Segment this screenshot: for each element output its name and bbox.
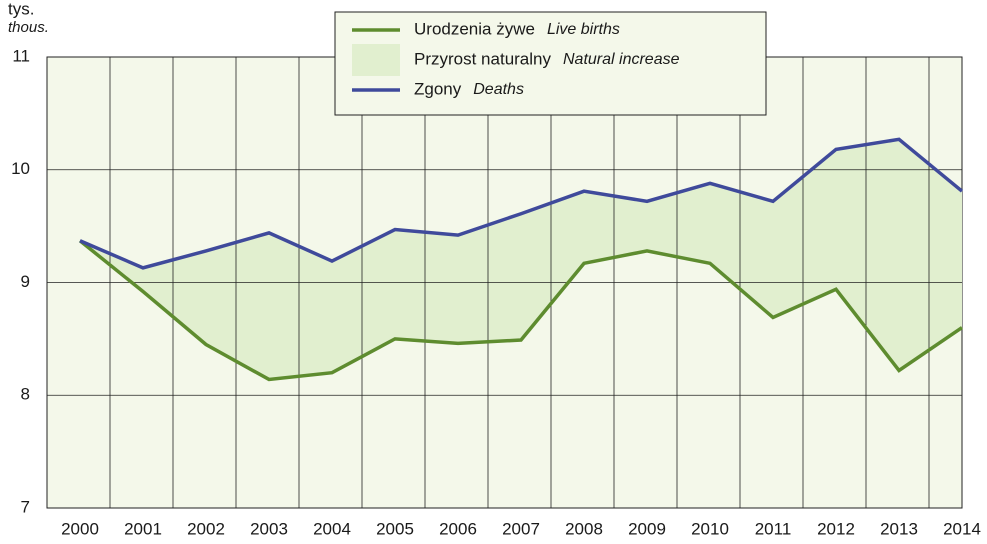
x-tick-label: 2010 xyxy=(691,519,729,538)
y-tick-label: 8 xyxy=(21,385,30,404)
x-tick-label: 2001 xyxy=(124,519,162,538)
x-tick-label: 2007 xyxy=(502,519,540,538)
natural-increase-area xyxy=(80,139,962,380)
y-axis-label-en: thous. xyxy=(8,19,49,36)
legend-label-en: Natural increase xyxy=(563,51,680,68)
legend-label-en: Deaths xyxy=(473,81,524,98)
y-tick-label: 7 xyxy=(21,497,30,516)
x-tick-label: 2002 xyxy=(187,519,225,538)
y-axis-label: tys. xyxy=(8,0,34,18)
x-tick-label: 2006 xyxy=(439,519,477,538)
legend-label: Zgony xyxy=(414,79,462,98)
x-tick-label: 2012 xyxy=(817,519,855,538)
x-tick-label: 2004 xyxy=(313,519,351,538)
legend-label-en: Live births xyxy=(547,21,620,38)
y-tick-label: 10 xyxy=(11,159,30,178)
y-tick-label: 9 xyxy=(21,272,30,291)
x-tick-label: 2014 xyxy=(943,519,981,538)
legend-box xyxy=(334,11,767,116)
x-tick-label: 2011 xyxy=(755,519,792,538)
legend-label: Urodzenia żywe xyxy=(414,19,535,38)
series-line xyxy=(78,239,963,382)
series-line xyxy=(79,137,964,270)
x-tick-label: 2008 xyxy=(565,519,603,538)
legend-label: Przyrost naturalny xyxy=(414,49,551,68)
x-tick-label: 2013 xyxy=(880,519,918,538)
x-tick-label: 2005 xyxy=(376,519,414,538)
x-tick-label: 2003 xyxy=(250,519,288,538)
x-tick-label: 2000 xyxy=(61,519,99,538)
x-tick-label: 2009 xyxy=(628,519,666,538)
y-tick-label: 11 xyxy=(12,46,30,65)
legend-swatch xyxy=(352,44,400,76)
